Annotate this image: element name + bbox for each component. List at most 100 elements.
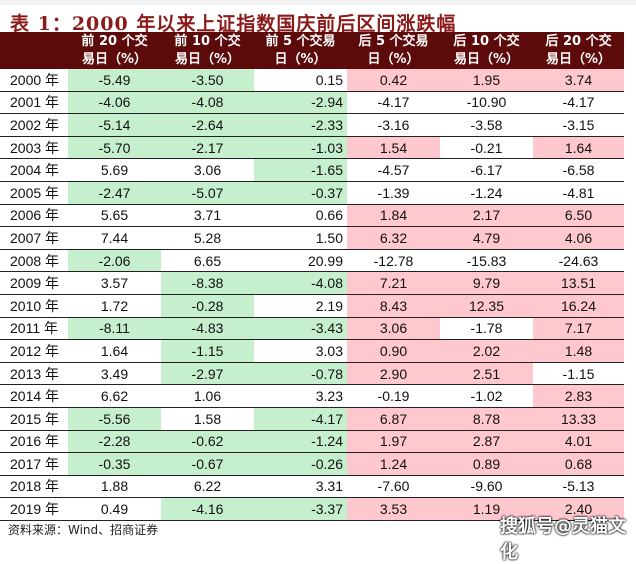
year-cell: 2012 年 xyxy=(0,339,68,363)
value-cell: 1.97 xyxy=(347,430,440,454)
value-cell: 2.90 xyxy=(347,362,440,386)
value-cell: -4.08 xyxy=(161,91,254,115)
value-cell: -7.60 xyxy=(347,475,440,499)
value-cell: -0.67 xyxy=(161,452,254,476)
value-cell: 13.51 xyxy=(533,271,624,295)
header-row: 前 20 个交 易日（%） 前 10 个交 易日（%） 前 5 个交易 日（%） 后 … xyxy=(0,32,624,69)
year-cell: 2010 年 xyxy=(0,294,68,318)
value-cell: 2.87 xyxy=(440,430,533,454)
value-cell: 0.68 xyxy=(533,452,624,476)
value-cell: -2.64 xyxy=(161,113,254,137)
value-cell: -5.56 xyxy=(68,407,161,431)
value-cell: 1.88 xyxy=(68,475,161,499)
year-cell: 2006 年 xyxy=(0,204,68,228)
table-row: 2006 年 5.65 3.71 0.66 1.84 2.17 6.50 xyxy=(0,204,624,228)
year-cell: 2014 年 xyxy=(0,384,68,408)
value-cell: 5.69 xyxy=(68,158,161,182)
value-cell: -0.78 xyxy=(254,362,347,386)
header-post10: 后 10 个交 易日（%） xyxy=(440,32,533,69)
value-cell: -0.26 xyxy=(254,452,347,476)
value-cell: -1.24 xyxy=(254,430,347,454)
value-cell: -4.16 xyxy=(161,497,254,521)
value-cell: -2.06 xyxy=(68,249,161,273)
value-cell: 8.43 xyxy=(347,294,440,318)
value-cell: 1.58 xyxy=(161,407,254,431)
value-cell: -6.58 xyxy=(533,158,624,182)
value-cell: 6.50 xyxy=(533,204,624,228)
value-cell: -1.78 xyxy=(440,317,533,341)
header-post20: 后 20 个交 易日（%） xyxy=(533,32,624,69)
table-row: 2016 年 -2.28 -0.62 -1.24 1.97 2.87 4.01 xyxy=(0,430,624,454)
header-pre20: 前 20 个交 易日（%） xyxy=(68,32,161,69)
value-cell: -1.24 xyxy=(440,181,533,205)
value-cell: -12.78 xyxy=(347,249,440,273)
value-cell: -5.13 xyxy=(533,475,624,499)
value-cell: -10.90 xyxy=(440,91,533,115)
value-cell: -0.35 xyxy=(68,452,161,476)
year-cell: 2018 年 xyxy=(0,475,68,499)
watermark: 搜狐号@灵猫文化 xyxy=(500,516,626,563)
value-cell: -4.83 xyxy=(161,317,254,341)
value-cell: 1.50 xyxy=(254,226,347,250)
source-note: 资料来源：Wind、招商证券 xyxy=(8,523,159,537)
value-cell: -0.62 xyxy=(161,430,254,454)
value-cell: -2.17 xyxy=(161,136,254,160)
value-cell: 7.21 xyxy=(347,271,440,295)
year-cell: 2008 年 xyxy=(0,249,68,273)
value-cell: -1.15 xyxy=(533,362,624,386)
value-cell: -4.17 xyxy=(254,407,347,431)
value-cell: -0.28 xyxy=(161,294,254,318)
value-cell: 2.02 xyxy=(440,339,533,363)
value-cell: -3.43 xyxy=(254,317,347,341)
year-cell: 2000 年 xyxy=(0,69,68,92)
value-cell: 6.32 xyxy=(347,226,440,250)
value-cell: 2.19 xyxy=(254,294,347,318)
value-cell: -0.19 xyxy=(347,384,440,408)
value-cell: -5.07 xyxy=(161,181,254,205)
value-cell: 3.06 xyxy=(347,317,440,341)
table-row: 2009 年 3.57 -8.38 -4.08 7.21 9.79 13.51 xyxy=(0,271,624,295)
value-cell: 3.06 xyxy=(161,158,254,182)
value-cell: 0.66 xyxy=(254,204,347,228)
top-bar xyxy=(0,0,636,5)
value-cell: 1.54 xyxy=(347,136,440,160)
year-cell: 2017 年 xyxy=(0,452,68,476)
value-cell: -1.39 xyxy=(347,181,440,205)
table-row: 2005 年 -2.47 -5.07 -0.37 -1.39 -1.24 -4.81 xyxy=(0,181,624,205)
table-row: 2012 年 1.64 -1.15 3.03 0.90 2.02 1.48 xyxy=(0,339,624,363)
value-cell: -2.33 xyxy=(254,113,347,137)
value-cell: 3.74 xyxy=(533,69,624,92)
value-cell: 1.64 xyxy=(533,136,624,160)
table-row: 2018 年 1.88 6.22 3.31 -7.60 -9.60 -5.13 xyxy=(0,475,624,499)
year-cell: 2004 年 xyxy=(0,158,68,182)
value-cell: -3.15 xyxy=(533,113,624,137)
table-row: 2007 年 7.44 5.28 1.50 6.32 4.79 4.06 xyxy=(0,226,624,250)
value-cell: -1.15 xyxy=(161,339,254,363)
value-cell: 12.35 xyxy=(440,294,533,318)
table-row: 2013 年 3.49 -2.97 -0.78 2.90 2.51 -1.15 xyxy=(0,362,624,386)
year-cell: 2001 年 xyxy=(0,91,68,115)
table-row: 2008 年 -2.06 6.65 20.99 -12.78 -15.83 -24.63 xyxy=(0,249,624,273)
value-cell: 4.06 xyxy=(533,226,624,250)
value-cell: 1.24 xyxy=(347,452,440,476)
year-cell: 2005 年 xyxy=(0,181,68,205)
value-cell: -2.47 xyxy=(68,181,161,205)
value-cell: -5.49 xyxy=(68,69,161,92)
value-cell: -8.38 xyxy=(161,271,254,295)
value-cell: 0.15 xyxy=(254,69,347,92)
value-cell: 7.17 xyxy=(533,317,624,341)
table-row: 2000 年 -5.49 -3.50 0.15 0.42 1.95 3.74 xyxy=(0,69,624,92)
value-cell: -24.63 xyxy=(533,249,624,273)
value-cell: -4.81 xyxy=(533,181,624,205)
value-cell: -3.50 xyxy=(161,69,254,92)
value-cell: 1.06 xyxy=(161,384,254,408)
year-cell: 2007 年 xyxy=(0,226,68,250)
value-cell: 0.90 xyxy=(347,339,440,363)
table-row: 2003 年 -5.70 -2.17 -1.03 1.54 -0.21 1.64 xyxy=(0,136,624,160)
table-row: 2019 年 0.49 -4.16 -3.37 3.53 1.19 2.40 xyxy=(0,497,624,521)
value-cell: -0.37 xyxy=(254,181,347,205)
header-post5: 后 5 个交易 日（%） xyxy=(347,32,440,69)
value-cell: 6.65 xyxy=(161,249,254,273)
table-row: 2004 年 5.69 3.06 -1.65 -4.57 -6.17 -6.58 xyxy=(0,158,624,182)
value-cell: 20.99 xyxy=(254,249,347,273)
